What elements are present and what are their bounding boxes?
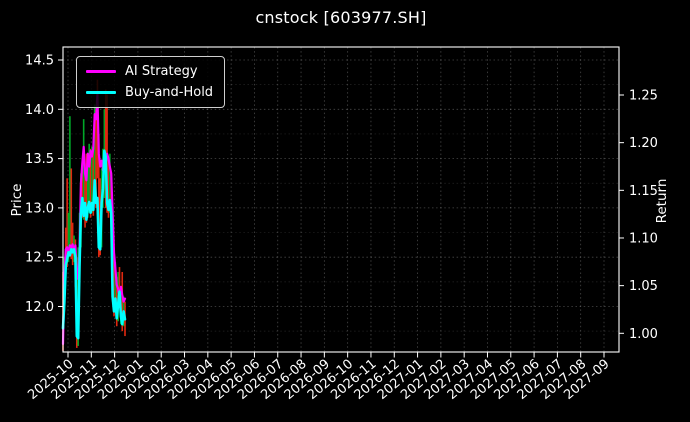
legend-label-buy-and-hold: Buy-and-Hold (125, 85, 214, 100)
return-tick-label: 1.25 (629, 89, 658, 104)
price-tick-label: 12.0 (25, 300, 54, 315)
price-tick-label: 14.5 (25, 54, 54, 69)
return-tick-label: 1.10 (629, 231, 658, 246)
price-tick-label: 12.5 (25, 251, 54, 266)
ai-strategy-line-swatch (86, 70, 116, 73)
return-tick-label: 1.00 (629, 327, 658, 342)
legend-item-ai-strategy: AI Strategy (86, 64, 213, 79)
series-lines (61, 93, 127, 346)
grid-minor (63, 84, 619, 332)
return-tick-label: 1.05 (629, 279, 658, 294)
legend-label-ai-strategy: AI Strategy (125, 64, 198, 79)
legend: AI Strategy Buy-and-Hold (76, 56, 226, 108)
price-tick-label: 14.0 (25, 103, 54, 118)
price-axis-label: Price (9, 183, 25, 217)
return-tick-label: 1.15 (629, 184, 658, 199)
plot-spines (62, 46, 620, 353)
legend-item-buy-and-hold: Buy-and-Hold (86, 85, 213, 100)
return-tick-label: 1.20 (629, 136, 658, 151)
chart-title: cnstock [603977.SH] (255, 8, 427, 27)
price-tick-label: 13.0 (25, 201, 54, 216)
return-axis-label: Return (654, 178, 670, 224)
tick-marks (58, 59, 624, 358)
buy-and-hold-line (61, 149, 127, 340)
price-tick-label: 13.5 (25, 152, 54, 167)
grid-major (63, 47, 619, 352)
buy-and-hold-line-swatch (86, 91, 116, 94)
